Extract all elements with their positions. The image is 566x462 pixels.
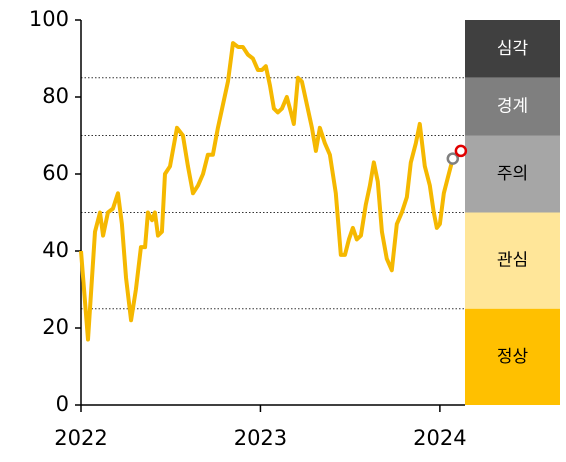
- marker: [454, 144, 468, 158]
- band: [465, 212, 560, 309]
- y-tick-label: 100: [29, 7, 69, 31]
- band: [465, 20, 560, 78]
- y-tick-label: 0: [56, 392, 69, 416]
- y-tick-label: 80: [42, 84, 69, 108]
- band-label: 경계: [497, 97, 528, 117]
- x-tick-label: 2022: [54, 426, 107, 450]
- band: [465, 77, 560, 136]
- band-label: 주의: [497, 164, 528, 184]
- band: [465, 135, 560, 213]
- band-label: 정상: [497, 347, 529, 367]
- y-tick-label: 40: [42, 238, 69, 262]
- y-tick-label: 20: [42, 315, 69, 339]
- x-tick-label: 2023: [234, 426, 287, 450]
- band-label: 관심: [497, 251, 528, 271]
- marker: [446, 152, 460, 165]
- data-line: [79, 41, 455, 342]
- band-label: 심각: [497, 39, 529, 59]
- y-tick-label: 60: [42, 161, 69, 185]
- band: [465, 308, 560, 405]
- x-tick-label: 2024: [413, 426, 466, 450]
